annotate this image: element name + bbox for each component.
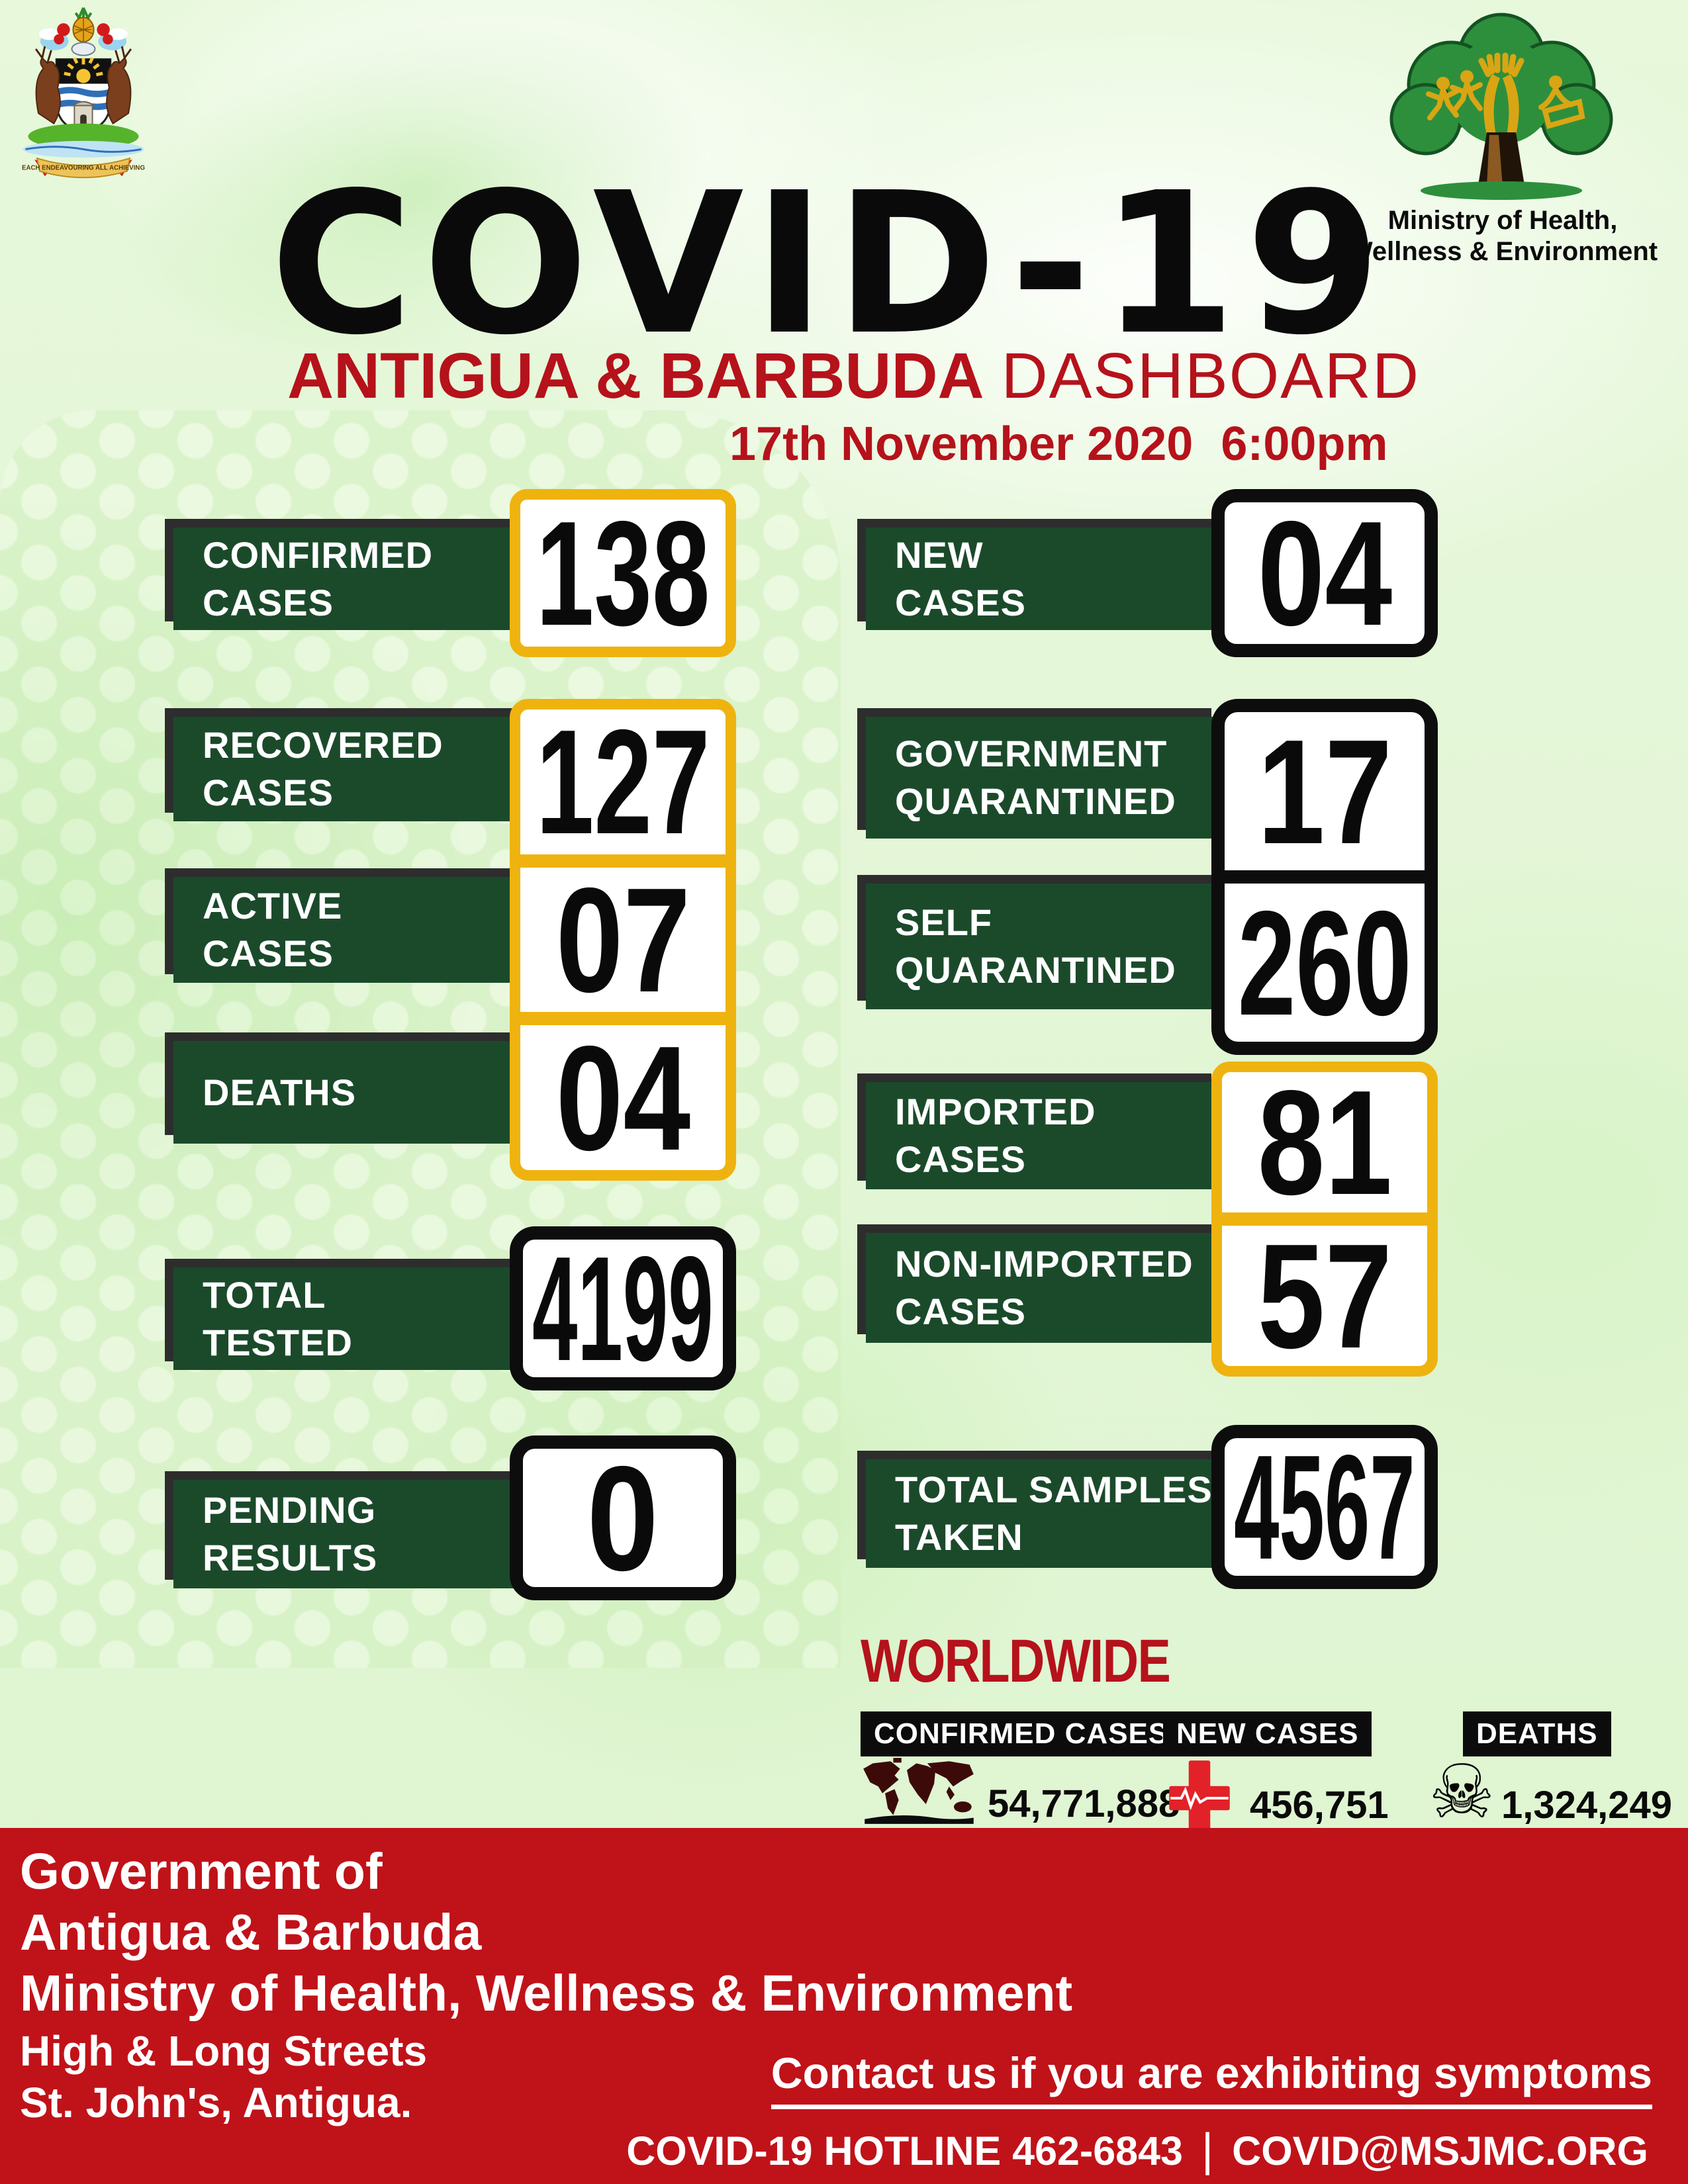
divider — [1225, 870, 1425, 884]
coat-of-arms-motto: EACH ENDEAVOURING ALL ACHIEVING — [22, 165, 145, 172]
stat-value-total-tested: 4199 — [510, 1226, 736, 1390]
world-map-icon — [863, 1758, 974, 1824]
stat-label-active-cases: ACTIVE CASES — [173, 877, 524, 983]
divider — [520, 854, 726, 868]
footer-ministry-line: Ministry of Health, Wellness & Environme… — [20, 1965, 1073, 2022]
stat-label-confirmed-cases: CONFIRMED CASES — [173, 527, 524, 630]
report-dateline: 17th November 2020 6:00pm — [729, 417, 1387, 471]
contact-details: COVID-19 HOTLINE 462-6843 | COVID@MSJMC.… — [626, 2124, 1648, 2177]
divider — [520, 1012, 726, 1026]
contact-heading: Contact us if you are exhibiting symptom… — [771, 2048, 1652, 2109]
stat-value-total-samples-taken: 4567 — [1211, 1425, 1438, 1589]
worldwide-new-cases-value: 456,751 — [1250, 1784, 1389, 1827]
footer-banner: Government of Antigua & Barbuda Ministry… — [0, 1828, 1688, 2184]
ministry-logo-caption: Ministry of Health, Wellness & Environme… — [1347, 206, 1658, 267]
skull-icon: ☠ — [1429, 1749, 1495, 1835]
stat-label-new-cases: NEW CASES — [866, 527, 1220, 630]
stat-value-imported-cases: 81 — [1257, 1062, 1392, 1226]
ministry-of-health-logo — [1389, 13, 1613, 200]
stat-value-group-imported: 81 57 — [1211, 1062, 1438, 1377]
stat-value-self-quarantined: 260 — [1237, 879, 1412, 1046]
worldwide-new-cases-label: NEW CASES — [1163, 1711, 1372, 1756]
stat-value-group-recovered-active-deaths: 127 07 04 — [510, 699, 736, 1181]
contact-email: COVID@MSJMC.ORG — [1232, 2128, 1648, 2173]
stat-value-recovered-cases: 127 — [536, 699, 710, 866]
footer-government-line2: Antigua & Barbuda — [20, 1904, 482, 1961]
worldwide-deaths-value: 1,324,249 — [1501, 1784, 1673, 1827]
stat-label-deaths: DEATHS — [173, 1041, 524, 1144]
subtitle-country: ANTIGUA & BARBUDA — [287, 340, 984, 412]
stat-value-confirmed-cases: 138 — [510, 489, 736, 657]
stat-label-pending-results: PENDING RESULTS — [173, 1480, 524, 1588]
hotline-number: COVID-19 HOTLINE 462-6843 — [626, 2128, 1183, 2173]
divider — [1222, 1212, 1427, 1226]
stat-value-new-cases: 04 — [1211, 489, 1438, 657]
stat-label-total-tested: TOTAL TESTED — [173, 1267, 524, 1370]
stat-label-total-samples-taken: TOTAL SAMPLES TAKEN — [866, 1459, 1220, 1568]
worldwide-confirmed-label: CONFIRMED CASES — [861, 1711, 1182, 1756]
separator-bar: | — [1201, 2124, 1214, 2175]
worldwide-confirmed-value: 54,771,888 — [988, 1782, 1180, 1825]
footer-address-line1: High & Long Streets — [20, 2027, 428, 2075]
report-time: 6:00pm — [1221, 418, 1388, 471]
stat-value-government-quarantined: 17 — [1257, 707, 1392, 875]
footer-government-line1: Government of — [20, 1843, 383, 1900]
stat-label-imported-cases: IMPORTED CASES — [866, 1082, 1220, 1189]
worldwide-deaths-label: DEATHS — [1463, 1711, 1611, 1756]
stat-value-deaths: 04 — [555, 1014, 690, 1181]
stat-label-government-quarantined: GOVERNMENT QUARANTINED — [866, 717, 1220, 839]
antigua-barbuda-coat-of-arms: EACH ENDEAVOURING ALL ACHIEVING — [22, 7, 145, 179]
worldwide-heading: WORLDWIDE — [861, 1627, 1171, 1695]
stat-label-non-imported-cases: NON-IMPORTED CASES — [866, 1233, 1220, 1343]
report-date: 17th November 2020 — [729, 418, 1194, 471]
red-cross-icon — [1169, 1760, 1230, 1836]
stat-value-active-cases: 07 — [555, 856, 690, 1023]
stat-value-non-imported-cases: 57 — [1257, 1212, 1392, 1377]
footer-address-line2: St. John's, Antigua. — [20, 2079, 412, 2126]
stat-label-recovered-cases: RECOVERED CASES — [173, 717, 524, 821]
stat-value-group-quarantined: 17 260 — [1211, 699, 1438, 1055]
page-title: COVID-19 — [270, 150, 1391, 378]
page-subtitle: ANTIGUA & BARBUDA DASHBOARD — [287, 339, 1420, 413]
subtitle-dashboard: DASHBOARD — [1001, 340, 1421, 412]
stat-label-self-quarantined: SELF QUARANTINED — [866, 884, 1220, 1009]
stat-value-pending-results: 0 — [510, 1435, 736, 1600]
